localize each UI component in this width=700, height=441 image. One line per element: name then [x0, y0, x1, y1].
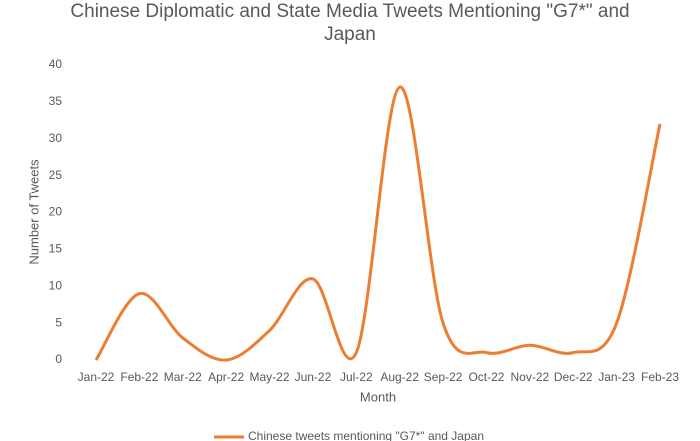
legend-label: Chinese tweets mentioning "G7*" and Japa…	[248, 429, 484, 441]
x-tick-label: Oct-22	[468, 370, 504, 384]
x-tick-label: Dec-22	[554, 370, 593, 384]
x-tick-label: Feb-23	[641, 370, 679, 384]
y-tick-label: 20	[49, 205, 63, 219]
x-tick-label: May-22	[250, 370, 290, 384]
y-tick-label: 0	[55, 352, 62, 366]
x-tick-label: Jun-22	[295, 370, 332, 384]
x-tick-label: Jul-22	[340, 370, 373, 384]
x-tick-label: Jan-23	[598, 370, 635, 384]
y-tick-label: 25	[49, 168, 63, 182]
x-tick-label: Apr-22	[208, 370, 244, 384]
x-tick-label: Feb-22	[120, 370, 158, 384]
x-tick-label: Jan-22	[78, 370, 115, 384]
x-tick-label: Mar-22	[164, 370, 202, 384]
y-tick-label: 10	[49, 278, 63, 292]
x-tick-label: Sep-22	[424, 370, 463, 384]
x-tick-label: Aug-22	[380, 370, 419, 384]
y-tick-label: 30	[49, 131, 63, 145]
y-tick-label: 5	[55, 315, 62, 329]
chart-title: Chinese Diplomatic and State Media Tweet…	[70, 1, 630, 45]
line	[94, 85, 662, 362]
y-tick-label: 35	[49, 94, 63, 108]
x-tick-label: Nov-22	[511, 370, 550, 384]
y-tick-label: 40	[49, 57, 63, 71]
y-axis-label: Number of Tweets	[26, 159, 41, 265]
y-tick-label: 15	[49, 242, 63, 256]
x-axis-label: Month	[360, 389, 396, 404]
